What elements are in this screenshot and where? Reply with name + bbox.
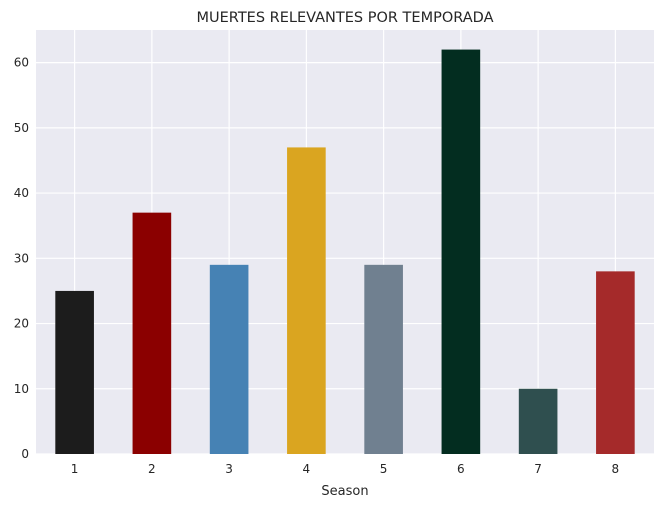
bar-season-8: [596, 271, 635, 454]
x-tick-label: 5: [380, 462, 388, 476]
bar-season-7: [518, 388, 558, 454]
y-tick-label: 50: [14, 121, 29, 135]
y-tick-label: 60: [14, 56, 29, 70]
y-tick-label: 40: [14, 186, 29, 200]
bar-season-4: [287, 147, 326, 454]
y-tick-label: 10: [14, 382, 29, 396]
y-tick-label: 0: [21, 447, 29, 461]
bar-season-2: [132, 212, 172, 454]
x-axis-label: Season: [321, 484, 368, 499]
x-tick-label: 6: [457, 462, 465, 476]
x-tick-label: 2: [148, 462, 156, 476]
x-tick-label: 8: [612, 462, 620, 476]
bar-season-5: [364, 264, 403, 454]
bar-season-1: [55, 290, 94, 454]
y-tick-label: 30: [14, 251, 29, 265]
chart-title: MUERTES RELEVANTES POR TEMPORADA: [197, 10, 494, 26]
x-tick-label: 4: [303, 462, 311, 476]
bar-season-3: [209, 264, 249, 454]
y-axis-ticks: 0 10 20 30 40 50 60: [14, 56, 29, 461]
plot-area: [36, 30, 654, 454]
x-tick-label: 3: [225, 462, 233, 476]
x-tick-label: 7: [534, 462, 542, 476]
x-axis-ticks: 1 2 3 4 5 6 7 8: [71, 462, 619, 476]
bar-season-6: [441, 49, 481, 455]
y-tick-label: 20: [14, 317, 29, 331]
x-tick-label: 1: [71, 462, 79, 476]
bars-group: [55, 49, 635, 455]
